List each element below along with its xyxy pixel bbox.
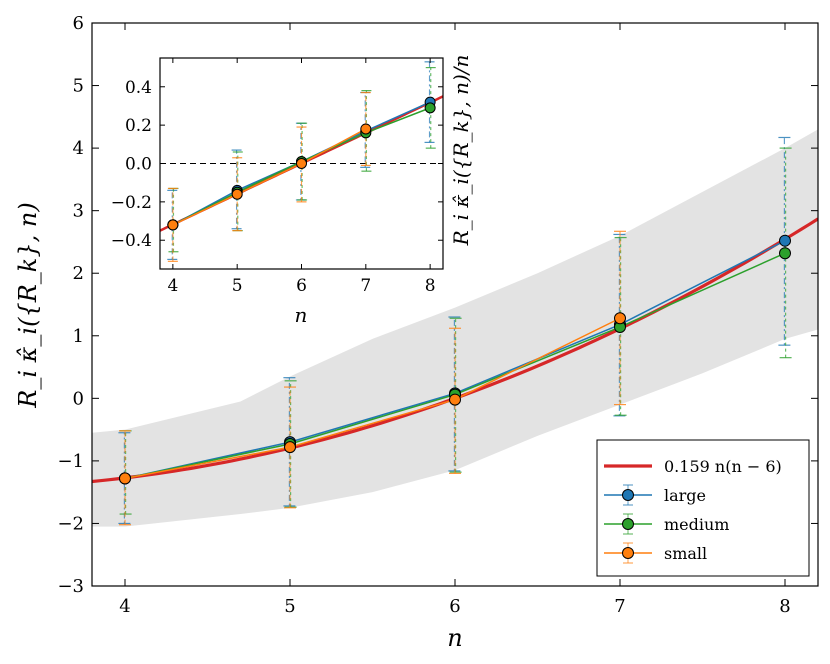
main-point-small <box>614 312 626 325</box>
inset-series-layer <box>160 61 443 262</box>
inset-point-small <box>296 158 307 169</box>
inset-xtick-label: 8 <box>425 276 436 296</box>
main-point-small <box>284 441 296 454</box>
main-ytick-label: 0 <box>73 388 84 409</box>
main-ytick-label: 2 <box>73 263 84 284</box>
main-ytick-label: −2 <box>57 513 84 534</box>
main-xtick-label: 8 <box>779 596 790 617</box>
inset-ytick-label: 0.0 <box>125 155 152 175</box>
main-xtick-label: 7 <box>614 596 625 617</box>
inset-point-small <box>360 123 372 135</box>
main-ytick-label: 4 <box>73 138 84 159</box>
inset-xtick-label: 7 <box>360 276 371 296</box>
inset-ytick-label: 0.4 <box>125 78 152 98</box>
inset-xtick-label: 4 <box>167 276 178 296</box>
inset-point-medium <box>424 102 436 114</box>
main-point-small <box>449 393 461 406</box>
legend-label-3: small <box>664 544 707 563</box>
inset-point-small <box>231 188 243 200</box>
inset-ytick-label: −0.2 <box>111 193 152 213</box>
inset-point-small <box>167 219 179 231</box>
main-point-large <box>779 234 791 247</box>
main-ytick-label: 3 <box>73 201 84 222</box>
main-y-axis-label: R_i κ̂_i({R_k}, n) <box>14 202 42 408</box>
legend-label-0: 0.159 n(n − 6) <box>664 457 782 476</box>
inset-ticks: 4 5 6 7 8 −0.4 −0.2 0.0 0.2 0.4 <box>111 58 443 296</box>
main-ytick-label: 6 <box>73 13 84 34</box>
main-xtick-label: 5 <box>284 596 295 617</box>
main-plot: 4 5 6 7 8 −3 −2 −1 0 1 2 3 4 5 6 n R_i κ̂_i({R_k}, n) <box>14 13 819 652</box>
main-ytick-label: 5 <box>73 76 84 97</box>
main-ytick-label: −1 <box>57 451 84 472</box>
main-xtick-label: 6 <box>449 596 460 617</box>
inset-ytick-label: 0.2 <box>125 116 152 136</box>
legend-swatch-marker <box>622 518 634 530</box>
main-ticks: 4 5 6 7 8 −3 −2 −1 0 1 2 3 4 5 6 <box>57 13 818 617</box>
inset-xtick-label: 5 <box>232 276 243 296</box>
main-series-layer <box>92 136 818 526</box>
legend-label-1: large <box>664 486 706 505</box>
inset-xtick-label: 6 <box>296 276 307 296</box>
main-line-small <box>124 317 621 480</box>
main-x-axis-label: n <box>447 624 462 652</box>
main-point-medium <box>779 247 791 260</box>
main-xtick-label: 4 <box>119 596 130 617</box>
main-ytick-label: 1 <box>73 326 84 347</box>
legend-swatch-marker <box>622 547 634 559</box>
legend: 0.159 n(n − 6) large medium small <box>596 439 810 577</box>
inset-y-axis-label: R_i κ̂_i({R_k}, n)/n <box>449 55 473 247</box>
inset-ytick-label: −0.4 <box>111 231 152 251</box>
inset-line-small <box>172 128 367 226</box>
main-ytick-label: −3 <box>57 576 84 597</box>
legend-label-2: medium <box>664 515 729 534</box>
main-point-small <box>119 472 131 485</box>
legend-swatch-marker <box>622 489 634 501</box>
inset-plot: 4 5 6 7 8 −0.4 −0.2 0.0 0.2 0.4 n R_i κ̂_i({R_k},… <box>111 55 473 327</box>
inset-x-axis-label: n <box>295 303 308 327</box>
